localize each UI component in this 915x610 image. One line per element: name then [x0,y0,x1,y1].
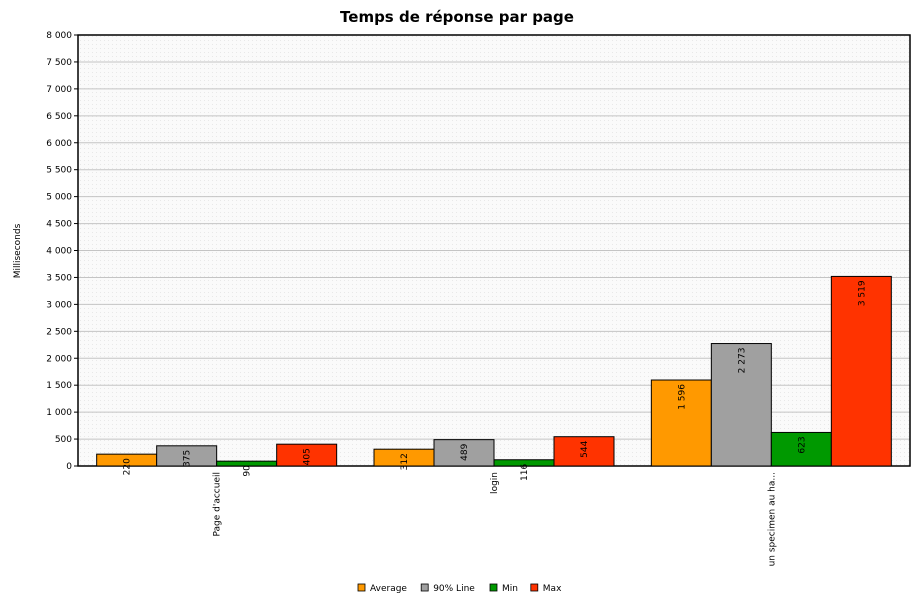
bar-average [650,379,712,467]
bar-max [276,443,338,467]
y-tick-label: 1 500 [46,381,72,391]
chart-title: Temps de réponse par page [340,8,574,26]
legend-swatch [489,583,498,592]
x-tick-label: un specimen au ha... [767,472,777,566]
y-tick-label: 3 000 [46,300,72,310]
legend-label: Min [502,584,518,594]
data-label: 220 [123,458,133,475]
y-tick-label: 4 500 [46,220,72,230]
y-tick-label: 1 000 [46,408,72,418]
y-tick-label: 7 000 [46,85,72,95]
y-tick-label: 5 500 [46,166,72,176]
y-tick-label: 6 500 [46,112,72,122]
bar-90-line [710,343,772,467]
data-label: 2 273 [737,348,747,374]
legend-item: Average [357,583,407,594]
y-tick-label: 2 500 [46,327,72,337]
data-label: 544 [580,440,590,457]
x-tick-label: login [490,472,500,494]
bar-max [553,436,615,467]
legend: Average 90% Line Min Max [357,583,562,594]
legend-label: Average [370,584,407,594]
y-tick-label: 0 [66,462,72,472]
data-label: 623 [797,436,807,453]
data-label: 1 596 [677,384,687,410]
data-label: 3 519 [857,280,867,306]
legend-label: Max [543,584,562,594]
y-axis-label: Milliseconds [13,223,23,278]
data-label: 312 [400,453,410,470]
y-tick-label: 2 000 [46,354,72,364]
data-label: 90 [243,465,253,477]
data-label: 489 [460,443,470,460]
legend-swatch [420,583,429,592]
y-tick-label: 7 500 [46,58,72,68]
legend-item: Max [530,583,562,594]
bar-90-line [433,439,495,467]
data-label: 405 [303,448,313,465]
y-tick-label: 3 500 [46,273,72,283]
bar-max [830,275,892,467]
legend-item: 90% Line [420,583,475,594]
data-label: 116 [520,463,530,480]
legend-swatch [357,583,366,592]
y-tick-label: 6 000 [46,139,72,149]
x-tick-label: Page d'accueil [213,472,223,537]
data-label: 375 [183,450,193,467]
y-tick-label: 4 000 [46,247,72,257]
plot-area: 0 500 1 000 1 500 2 000 2 500 3 000 3 500 4 000 4… [46,31,911,566]
y-tick-label: 500 [55,435,72,445]
y-tick-label: 8 000 [46,31,72,41]
y-tick-label: 5 000 [46,193,72,203]
bar-90-line [156,445,218,467]
legend-label: 90% Line [433,584,475,594]
legend-item: Min [489,583,518,594]
legend-swatch [530,583,539,592]
